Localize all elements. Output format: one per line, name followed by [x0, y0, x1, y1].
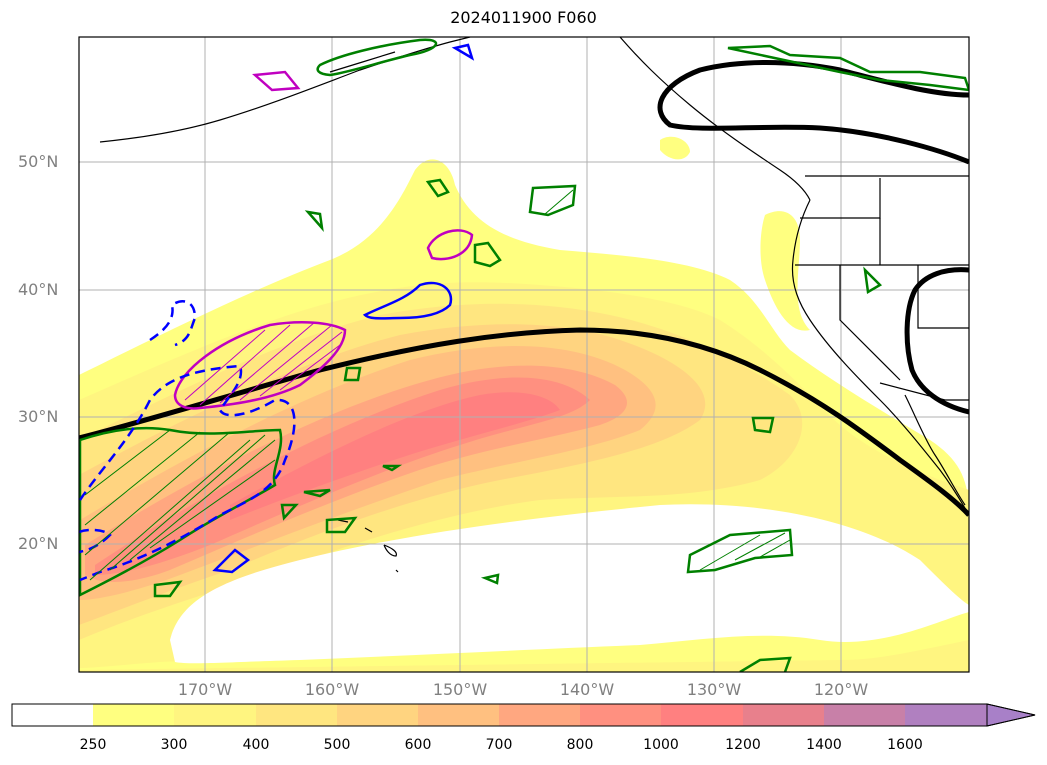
magenta-contours	[173, 70, 474, 410]
bc-coast	[619, 37, 811, 201]
lon-label: 140°W	[559, 680, 615, 699]
green-contour	[425, 178, 450, 198]
green-contour	[304, 210, 324, 232]
magenta-contour	[173, 321, 347, 410]
green-contour	[343, 366, 362, 382]
magenta-contour	[252, 70, 301, 92]
alaska-coast-2	[329, 51, 396, 73]
green-contour	[480, 573, 500, 585]
state-border	[839, 265, 901, 381]
hatch-line	[544, 189, 791, 571]
lon-label: 160°W	[304, 680, 360, 699]
jet-contour-main	[79, 327, 969, 517]
green-contour	[316, 38, 438, 77]
colorbar-tick-label: 800	[566, 737, 594, 753]
colorbar-segment	[256, 704, 337, 726]
green-contour	[686, 528, 794, 574]
colorbar-segment	[93, 704, 174, 726]
ivt-250-band-north	[760, 211, 810, 331]
lon-label: 130°W	[686, 680, 742, 699]
jet-contour-east	[904, 267, 969, 415]
lat-label: 20°N	[18, 534, 59, 553]
green-contour	[473, 241, 502, 268]
us-mexico-border	[879, 382, 969, 401]
us-west-coast	[791, 199, 969, 516]
colorbar-segment	[174, 704, 256, 726]
colorbar-tick-label: 1200	[725, 737, 761, 753]
green-contour	[280, 503, 299, 521]
hatch-lines-magenta	[184, 321, 343, 406]
blue-contour-dashed	[149, 300, 197, 347]
colorbar-extend-arrow	[986, 703, 1036, 727]
green-contour	[79, 426, 283, 597]
green-contours	[79, 38, 969, 672]
ivt-south-band	[79, 600, 969, 672]
blue-contour	[451, 43, 475, 61]
lon-label: 150°W	[432, 680, 488, 699]
map-title: 2024011900 F060	[450, 8, 597, 27]
map-frame	[78, 36, 970, 673]
colorbar-tick-label: 600	[404, 737, 432, 753]
magenta-contour	[426, 229, 474, 261]
map-plot-area	[79, 37, 969, 672]
blue-contour-dashed	[79, 528, 112, 554]
colorbar-segment	[661, 704, 743, 726]
colorbar-segment-below	[12, 704, 93, 726]
blue-contours	[79, 43, 475, 582]
hatch-lines	[84, 429, 276, 581]
colorbar-segment	[418, 704, 499, 726]
green-contour	[751, 416, 775, 434]
colorbar-tick-label: 300	[160, 737, 188, 753]
blue-contour	[212, 548, 251, 574]
colorbar-segment	[824, 704, 905, 726]
green-contour	[528, 184, 577, 217]
hatch-line	[184, 321, 343, 406]
lat-label: 40°N	[18, 280, 59, 299]
blue-contour	[362, 281, 453, 320]
green-contour	[325, 516, 358, 534]
colorbar-tick-label: 500	[323, 737, 351, 753]
lat-label: 30°N	[18, 407, 59, 426]
ivt-1000-band	[230, 392, 560, 520]
green-contour	[863, 266, 883, 295]
green-contour	[153, 580, 183, 598]
lat-label: 50°N	[18, 152, 59, 171]
ivt-south-300-band	[79, 640, 969, 672]
green-contour	[727, 44, 969, 92]
green-contour	[739, 656, 792, 672]
lon-label: 170°W	[177, 680, 233, 699]
graticule	[79, 37, 969, 672]
green-contour	[382, 464, 403, 472]
baja-coast	[904, 394, 966, 506]
hawaii-islands	[337, 519, 399, 573]
colorbar-segment	[337, 704, 418, 726]
colorbar-segment	[905, 704, 987, 726]
colorbar-tick-label: 1000	[643, 737, 679, 753]
colorbar-segment	[499, 704, 580, 726]
hatch-line	[84, 429, 276, 581]
colorbar	[11, 703, 1036, 727]
colorbar-segment	[743, 704, 824, 726]
colorbar-tick-label: 1600	[887, 737, 923, 753]
green-contour	[303, 488, 331, 498]
colorbar-outline	[11, 703, 1036, 727]
colorbar-segment	[580, 704, 661, 726]
hatch-lines-green-east	[544, 189, 791, 571]
colorbar-tick-label: 1400	[806, 737, 842, 753]
lon-label: 120°W	[813, 680, 869, 699]
colorbar-tick-label: 700	[485, 737, 513, 753]
ivt-250-band-north2	[660, 136, 690, 160]
colorbar-tick-label: 250	[79, 737, 107, 753]
colorbar-tick-label: 400	[242, 737, 270, 753]
